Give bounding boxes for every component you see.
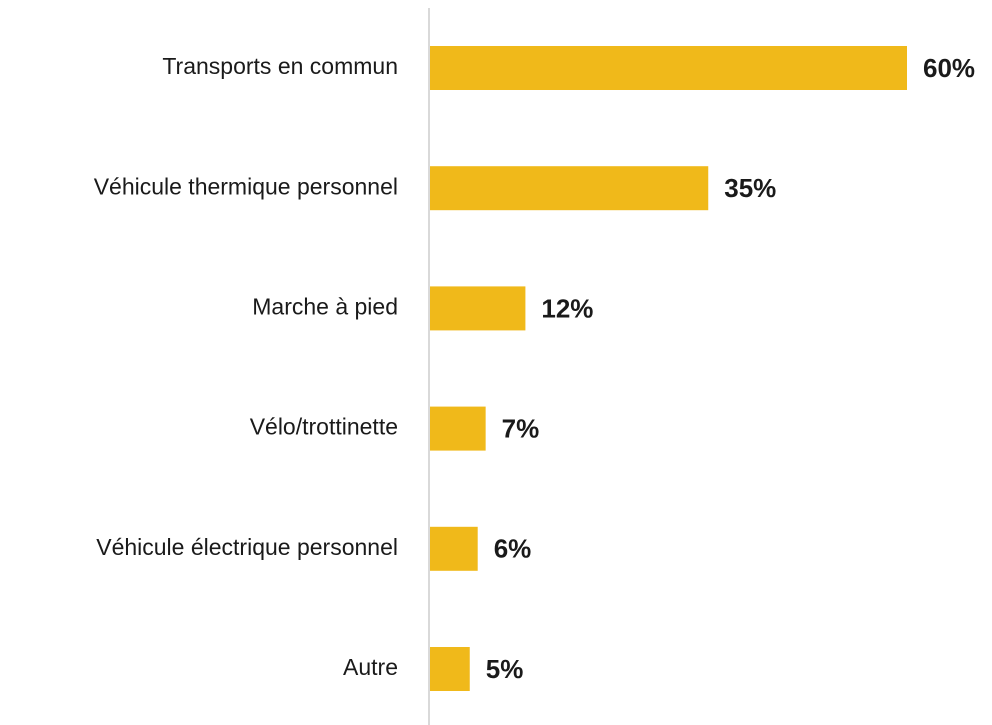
bar xyxy=(430,647,470,691)
bar xyxy=(430,46,907,90)
value-label: 6% xyxy=(494,534,532,564)
category-label: Marche à pied xyxy=(252,293,398,319)
category-label: Véhicule électrique personnel xyxy=(96,534,398,560)
bar xyxy=(430,166,709,211)
category-label: Vélo/trottinette xyxy=(250,414,398,440)
value-label: 7% xyxy=(502,413,540,443)
bar xyxy=(430,286,526,331)
value-label: 12% xyxy=(541,293,593,323)
category-label: Autre xyxy=(343,654,398,680)
bar xyxy=(430,526,478,571)
value-label: 60% xyxy=(923,53,975,83)
value-label: 5% xyxy=(486,654,524,684)
bar xyxy=(430,406,486,451)
category-label: Véhicule thermique personnel xyxy=(94,173,398,199)
category-label: Transports en commun xyxy=(162,53,398,79)
value-label: 35% xyxy=(724,173,776,203)
